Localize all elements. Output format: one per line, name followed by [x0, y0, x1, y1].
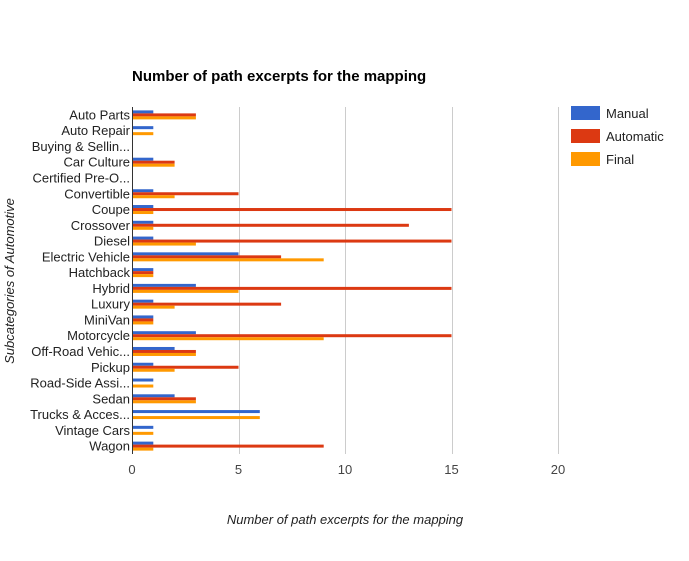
bar-final	[132, 258, 324, 262]
y-axis-title: Subcategories of Automotive	[2, 198, 17, 364]
bar-final	[132, 321, 154, 325]
category-label: Sedan	[92, 391, 130, 406]
category-label: Diesel	[94, 234, 130, 249]
bar-automatic	[132, 318, 154, 322]
bar-automatic	[132, 160, 175, 164]
category-label: Hybrid	[92, 281, 130, 296]
bar-automatic	[132, 444, 324, 448]
bar-final	[132, 352, 196, 356]
x-tick-label: 20	[551, 462, 565, 477]
bar-manual	[132, 236, 154, 240]
bar-manual	[132, 299, 154, 303]
category-label: Luxury	[91, 297, 131, 312]
category-label: Road-Side Assi...	[30, 376, 130, 391]
category-label: Wagon	[89, 439, 130, 454]
bar-automatic	[132, 271, 154, 275]
category-label: Auto Parts	[69, 107, 130, 122]
bar-manual	[132, 410, 260, 414]
bar-automatic	[132, 192, 239, 196]
bar-final	[132, 400, 196, 404]
x-tick-labels: 0 5 10 15 20	[128, 462, 565, 477]
bar-manual	[132, 268, 154, 272]
bar-manual	[132, 394, 175, 398]
bar-automatic	[132, 286, 452, 290]
x-tick-label: 0	[128, 462, 135, 477]
category-label: Hatchback	[69, 265, 131, 280]
legend-label-manual: Manual	[606, 106, 649, 121]
bar-manual	[132, 315, 154, 319]
bar-final	[132, 195, 175, 199]
legend-label-automatic: Automatic	[606, 129, 664, 144]
bar-automatic	[132, 349, 196, 353]
legend-label-final: Final	[606, 152, 634, 167]
bar-automatic	[132, 223, 409, 227]
bar-final	[132, 384, 154, 388]
bar-manual	[132, 126, 154, 130]
bar-automatic	[132, 239, 452, 243]
category-label: Coupe	[92, 202, 130, 217]
bar-final	[132, 274, 154, 278]
bar-final	[132, 447, 154, 451]
bar-automatic	[132, 365, 239, 369]
bar-manual	[132, 205, 154, 209]
bar-automatic	[132, 397, 196, 401]
bar-automatic	[132, 255, 282, 259]
bar-manual	[132, 283, 196, 287]
category-label: Crossover	[71, 218, 131, 233]
bar-manual	[132, 346, 175, 350]
chart-title: Number of path excerpts for the mapping	[132, 68, 426, 85]
bar-manual	[132, 378, 154, 382]
category-label: Auto Repair	[61, 123, 130, 138]
bar-manual	[132, 441, 154, 445]
legend: Manual Automatic Final	[571, 106, 664, 167]
category-label: Motorcycle	[67, 328, 130, 343]
bar-automatic	[132, 208, 452, 212]
bar-final	[132, 226, 154, 230]
bar-final	[132, 116, 196, 120]
bar-final	[132, 305, 175, 309]
bar-final	[132, 416, 260, 420]
legend-swatch-manual	[571, 106, 600, 120]
bar-manual	[132, 189, 154, 193]
category-label: MiniVan	[84, 312, 130, 327]
bar-final	[132, 242, 196, 246]
category-label: Car Culture	[64, 155, 130, 170]
category-label: Pickup	[91, 360, 130, 375]
bar-manual	[132, 220, 154, 224]
bar-manual	[132, 157, 154, 161]
legend-swatch-automatic	[571, 129, 600, 143]
x-tick-label: 15	[444, 462, 458, 477]
bar-final	[132, 289, 239, 293]
bar-manual	[132, 110, 154, 114]
bar-automatic	[132, 302, 282, 306]
bar-final	[132, 431, 154, 435]
bar-automatic	[132, 334, 452, 338]
bar-final	[132, 368, 175, 372]
x-tick-label: 10	[338, 462, 352, 477]
category-label: Vintage Cars	[55, 423, 130, 438]
legend-swatch-final	[571, 152, 600, 166]
bar-final	[132, 337, 324, 341]
x-axis-title: Number of path excerpts for the mapping	[227, 512, 464, 527]
bar-manual	[132, 425, 154, 429]
bar-manual	[132, 252, 239, 256]
bar-manual	[132, 362, 154, 366]
category-label: Trucks & Acces...	[30, 407, 130, 422]
bar-automatic	[132, 113, 196, 117]
category-label: Convertible	[64, 186, 130, 201]
bar-final	[132, 163, 175, 167]
category-label: Buying & Sellin...	[32, 139, 130, 154]
bars	[132, 110, 452, 451]
bar-manual	[132, 331, 196, 335]
category-label: Off-Road Vehic...	[31, 344, 130, 359]
x-tick-label: 5	[235, 462, 242, 477]
bar-final	[132, 211, 154, 215]
gridlines	[239, 107, 559, 454]
category-label: Electric Vehicle	[42, 249, 130, 264]
bar-final	[132, 132, 154, 136]
category-label: Certified Pre-O...	[32, 170, 130, 185]
